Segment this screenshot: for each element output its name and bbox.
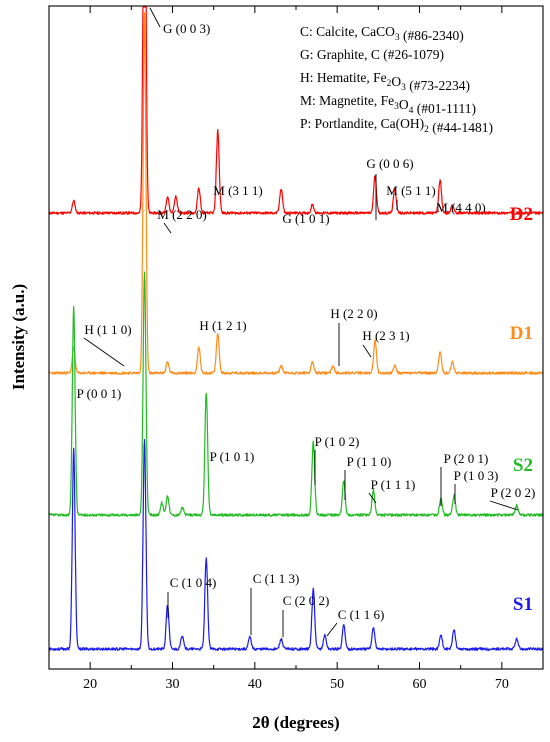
series-line-d1 bbox=[48, 12, 544, 375]
annotation-leader bbox=[368, 492, 377, 504]
peak-annotation: P (1 1 1) bbox=[371, 477, 416, 492]
x-tick-label: 70 bbox=[495, 677, 509, 692]
series-label-s2: S2 bbox=[513, 455, 533, 476]
legend-entry: P: Portlandite, Ca(OH)2 (#44-1481) bbox=[300, 116, 493, 135]
series-line-s1 bbox=[48, 439, 544, 651]
peak-annotation: P (0 0 1) bbox=[77, 386, 122, 401]
x-tick-label: 60 bbox=[413, 677, 427, 692]
peak-annotation: H (2 2 0) bbox=[330, 306, 377, 321]
peak-annotation: M (4 4 0) bbox=[436, 200, 485, 215]
legend-entry: H: Hematite, Fe2O3 (#73-2234) bbox=[300, 70, 470, 93]
legend-entry: G: Graphite, C (#26-1079) bbox=[300, 47, 444, 62]
peak-annotation: P (2 0 2) bbox=[491, 485, 536, 500]
peak-annotation: C (1 1 3) bbox=[253, 571, 300, 586]
series-line-s2 bbox=[48, 271, 544, 517]
series-label-d2: D2 bbox=[510, 204, 533, 225]
x-tick-label: 40 bbox=[248, 677, 262, 692]
legend-entry: M: Magnetite, Fe3O4 (#01-1111) bbox=[300, 93, 476, 116]
series-label-d1: D1 bbox=[510, 323, 533, 344]
peak-annotation: P (1 0 2) bbox=[315, 434, 360, 449]
legend-entry: C: Calcite, CaCO3 (#86-2340) bbox=[300, 24, 464, 43]
x-tick-label: 50 bbox=[330, 677, 344, 692]
peak-annotation: M (3 1 1) bbox=[213, 183, 262, 198]
peak-annotation: C (1 1 6) bbox=[338, 607, 385, 622]
peak-annotation: G (1 0 1) bbox=[282, 211, 329, 226]
x-axis-label: 2θ (degrees) bbox=[252, 713, 339, 732]
y-axis-label: Intensity (a.u.) bbox=[9, 284, 28, 390]
annotation-leader bbox=[149, 7, 161, 28]
peak-annotation: H (2 3 1) bbox=[362, 328, 409, 343]
x-tick-label: 30 bbox=[166, 677, 180, 692]
annotation-leader bbox=[489, 500, 519, 511]
legend: C: Calcite, CaCO3 (#86-2340) G: Graphite,… bbox=[300, 24, 493, 135]
series-group bbox=[48, 6, 544, 651]
peak-annotation: C (1 0 4) bbox=[170, 575, 217, 590]
annotation-leader bbox=[326, 622, 338, 637]
annotation-group: G (0 0 3) M (2 2 0) M (3 1 1) G (1 0 1) G (0… bbox=[77, 7, 536, 637]
peak-annotation: G (0 0 6) bbox=[366, 156, 413, 171]
peak-annotation: P (1 1 0) bbox=[347, 454, 392, 469]
x-axis: 20 30 40 50 60 70 bbox=[48, 6, 544, 692]
peak-annotation: H (1 2 1) bbox=[199, 318, 246, 333]
peak-annotation: M (5 1 1) bbox=[386, 183, 435, 198]
peak-annotation: M (2 2 0) bbox=[157, 207, 206, 222]
peak-annotation: H (1 1 0) bbox=[84, 322, 131, 337]
peak-annotation: C (2 0 2) bbox=[283, 593, 330, 608]
annotation-leader bbox=[362, 344, 372, 358]
series-line-d2 bbox=[48, 6, 544, 215]
annotation-leader bbox=[163, 222, 172, 234]
peak-annotation: P (1 0 1) bbox=[210, 449, 255, 464]
series-labels: D2 D1 S2 S1 bbox=[510, 204, 533, 615]
annotation-leader bbox=[83, 337, 125, 367]
series-label-s1: S1 bbox=[513, 594, 533, 615]
x-tick-label: 20 bbox=[83, 677, 97, 692]
peak-annotation: G (0 0 3) bbox=[163, 21, 210, 36]
peak-annotation: P (1 0 3) bbox=[454, 468, 499, 483]
peak-annotation: P (2 0 1) bbox=[444, 451, 489, 466]
